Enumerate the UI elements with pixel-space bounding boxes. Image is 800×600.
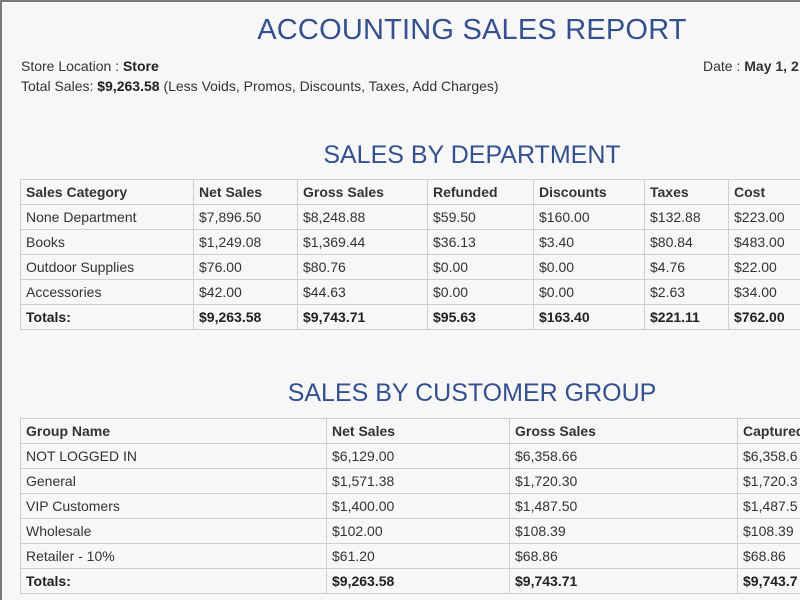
table-cell: $9,743.71 bbox=[509, 568, 738, 594]
table-cell: $44.63 bbox=[297, 279, 428, 305]
table-cell: $22.00 bbox=[728, 254, 800, 280]
table-cell: $163.40 bbox=[533, 304, 645, 330]
table-cell: $59.50 bbox=[427, 204, 534, 230]
table-cell: $1,487.50 bbox=[509, 493, 738, 519]
table-cell: $4.76 bbox=[644, 254, 729, 280]
table-cell: $9,743.71 bbox=[297, 304, 428, 330]
table-cell: $36.13 bbox=[427, 229, 534, 255]
totals-row: Totals: $9,263.58 $9,743.71 $9,743.7 bbox=[20, 568, 800, 594]
table-cell: $483.00 bbox=[728, 229, 800, 255]
table-cell: $108.39 bbox=[509, 518, 738, 544]
date-label: Date : bbox=[703, 58, 745, 74]
table-cell: $9,263.58 bbox=[193, 304, 298, 330]
table-cell: $6,358.6 bbox=[737, 443, 800, 469]
table-cell: NOT LOGGED IN bbox=[20, 443, 327, 469]
table-cell: $1,249.08 bbox=[193, 229, 298, 255]
total-sales-value: $9,263.58 bbox=[97, 78, 160, 94]
date-value: May 1, 2 bbox=[744, 58, 799, 74]
date-line: Date : May 1, 2 bbox=[703, 58, 799, 74]
totals-row: Totals: $9,263.58 $9,743.71 $95.63 $163.… bbox=[20, 304, 800, 330]
table-cell: $1,400.00 bbox=[326, 493, 510, 519]
table-row: VIP Customers $1,400.00 $1,487.50 $1,487… bbox=[20, 493, 800, 519]
table-cell: None Department bbox=[20, 204, 194, 230]
table-cell: $223.00 bbox=[728, 204, 800, 230]
table-cell: $6,358.66 bbox=[509, 443, 738, 469]
table-cell: $76.00 bbox=[193, 254, 298, 280]
table-row: None Department $7,896.50 $8,248.88 $59.… bbox=[20, 204, 800, 230]
table-cell: $0.00 bbox=[533, 254, 645, 280]
column-header: Gross Sales bbox=[509, 418, 738, 444]
column-header: Captured bbox=[737, 418, 800, 444]
table-cell: $2.63 bbox=[644, 279, 729, 305]
column-header: Group Name bbox=[20, 418, 327, 444]
table-cell: General bbox=[20, 468, 327, 494]
table-cell: $9,743.7 bbox=[737, 568, 800, 594]
total-sales-note: (Less Voids, Promos, Discounts, Taxes, A… bbox=[159, 78, 499, 94]
table-cell: $8,248.88 bbox=[297, 204, 428, 230]
customer-group-section-title: SALES BY CUSTOMER GROUP bbox=[287, 379, 657, 407]
table-cell: $1,571.38 bbox=[326, 468, 510, 494]
report-title: ACCOUNTING SALES REPORT bbox=[257, 14, 687, 46]
table-cell: Retailer - 10% bbox=[20, 543, 327, 569]
table-row: Wholesale $102.00 $108.39 $108.39 bbox=[20, 518, 800, 544]
column-header: Gross Sales bbox=[297, 179, 428, 205]
table-cell: $68.86 bbox=[737, 543, 800, 569]
table-row: NOT LOGGED IN $6,129.00 $6,358.66 $6,358… bbox=[20, 443, 800, 469]
store-location-value: Store bbox=[122, 58, 159, 74]
table-cell: $0.00 bbox=[427, 254, 534, 280]
column-header: Sales Category bbox=[20, 179, 194, 205]
table-cell: Totals: bbox=[20, 304, 194, 330]
table-cell: Totals: bbox=[20, 568, 327, 594]
table-cell: Outdoor Supplies bbox=[20, 254, 194, 280]
table-cell: $80.76 bbox=[297, 254, 428, 280]
table-cell: $108.39 bbox=[737, 518, 800, 544]
department-table: Sales Category Net Sales Gross Sales Ref… bbox=[20, 179, 800, 330]
table-cell: $1,487.5 bbox=[737, 493, 800, 519]
table-cell: $1,720.30 bbox=[509, 468, 738, 494]
column-header: Net Sales bbox=[326, 418, 510, 444]
table-cell: $34.00 bbox=[728, 279, 800, 305]
table-cell: VIP Customers bbox=[20, 493, 327, 519]
column-header: Net Sales bbox=[193, 179, 298, 205]
customer-group-table: Group Name Net Sales Gross Sales Capture… bbox=[20, 418, 800, 594]
table-cell: $1,369.44 bbox=[297, 229, 428, 255]
table-cell: $7,896.50 bbox=[193, 204, 298, 230]
table-row: General $1,571.38 $1,720.30 $1,720.3 bbox=[20, 468, 800, 494]
table-cell: $1,720.3 bbox=[737, 468, 800, 494]
table-cell: $0.00 bbox=[427, 279, 534, 305]
table-cell: Books bbox=[20, 229, 194, 255]
table-cell: $3.40 bbox=[533, 229, 645, 255]
table-row: Books $1,249.08 $1,369.44 $36.13 $3.40 $… bbox=[20, 229, 800, 255]
column-header: Discounts bbox=[533, 179, 645, 205]
table-cell: $160.00 bbox=[533, 204, 645, 230]
table-row: Retailer - 10% $61.20 $68.86 $68.86 bbox=[20, 543, 800, 569]
table-row: Accessories $42.00 $44.63 $0.00 $0.00 $2… bbox=[20, 279, 800, 305]
total-sales-line: Total Sales: $9,263.58 (Less Voids, Prom… bbox=[21, 78, 499, 94]
table-cell: $6,129.00 bbox=[326, 443, 510, 469]
total-sales-label: Total Sales: bbox=[21, 78, 98, 94]
table-cell: $95.63 bbox=[427, 304, 534, 330]
table-cell: $132.88 bbox=[644, 204, 729, 230]
store-location-label: Store Location : bbox=[21, 58, 123, 74]
table-cell: Wholesale bbox=[20, 518, 327, 544]
table-cell: $61.20 bbox=[326, 543, 510, 569]
table-cell: $762.00 bbox=[728, 304, 800, 330]
table-cell: Accessories bbox=[20, 279, 194, 305]
table-cell: $0.00 bbox=[533, 279, 645, 305]
table-cell: $102.00 bbox=[326, 518, 510, 544]
table-cell: $68.86 bbox=[509, 543, 738, 569]
customer-group-header-row: Group Name Net Sales Gross Sales Capture… bbox=[20, 418, 800, 444]
table-cell: $221.11 bbox=[644, 304, 729, 330]
table-row: Outdoor Supplies $76.00 $80.76 $0.00 $0.… bbox=[20, 254, 800, 280]
department-header-row: Sales Category Net Sales Gross Sales Ref… bbox=[20, 179, 800, 205]
table-cell: $42.00 bbox=[193, 279, 298, 305]
department-section-title: SALES BY DEPARTMENT bbox=[323, 141, 621, 169]
store-location-line: Store Location : Store bbox=[21, 58, 159, 74]
column-header: Cost bbox=[728, 179, 800, 205]
column-header: Taxes bbox=[644, 179, 729, 205]
table-cell: $80.84 bbox=[644, 229, 729, 255]
table-cell: $9,263.58 bbox=[326, 568, 510, 594]
column-header: Refunded bbox=[427, 179, 534, 205]
